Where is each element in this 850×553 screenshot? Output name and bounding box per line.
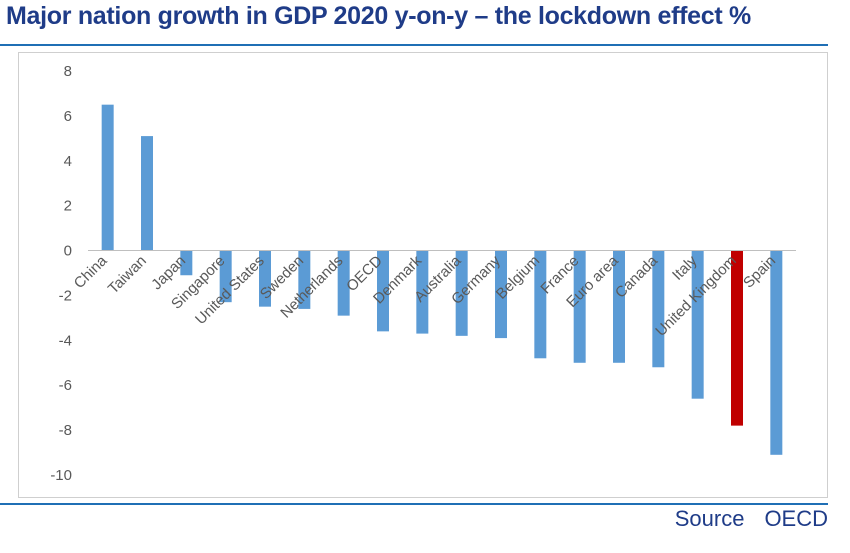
source-note: Source OECD — [675, 506, 828, 532]
bar-spain — [770, 250, 783, 455]
footer-rule — [0, 503, 828, 505]
bar-belgium — [534, 250, 547, 359]
bar-taiwan — [141, 136, 153, 251]
y-tick-label: 8 — [64, 63, 72, 80]
y-tick-label: 0 — [64, 243, 72, 260]
bar-united-kingdom — [731, 250, 743, 426]
category-label: Taiwan — [105, 252, 150, 297]
source-label: Source — [674, 506, 745, 531]
bar-netherlands — [337, 250, 350, 316]
chart-frame — [18, 52, 828, 498]
bar-euro-area — [613, 250, 625, 363]
chart-title: Major nation growth in GDP 2020 y-on-y –… — [6, 2, 751, 30]
bar-china — [101, 104, 114, 251]
bar-denmark — [416, 250, 429, 334]
y-tick-label: -2 — [59, 287, 72, 304]
bar-italy — [691, 250, 704, 399]
title-underline — [0, 44, 828, 46]
bar-oecd — [377, 250, 389, 332]
y-tick-label: -6 — [59, 377, 72, 394]
bar-france — [573, 250, 586, 363]
y-tick-label: 4 — [64, 153, 72, 170]
y-tick-label: -10 — [50, 467, 72, 484]
y-tick-label: -8 — [59, 422, 72, 439]
bar-singapore — [219, 250, 232, 303]
y-tick-label: -4 — [59, 332, 72, 349]
y-tick-label: 2 — [64, 198, 72, 215]
bar-canada — [652, 250, 665, 368]
bar-united-states — [259, 250, 271, 307]
source-name: OECD — [764, 506, 828, 531]
bar-japan — [180, 250, 193, 276]
y-tick-label: 6 — [64, 108, 72, 125]
bar-australia — [455, 250, 468, 336]
bar-sweden — [298, 250, 311, 309]
bar-germany — [495, 250, 507, 339]
